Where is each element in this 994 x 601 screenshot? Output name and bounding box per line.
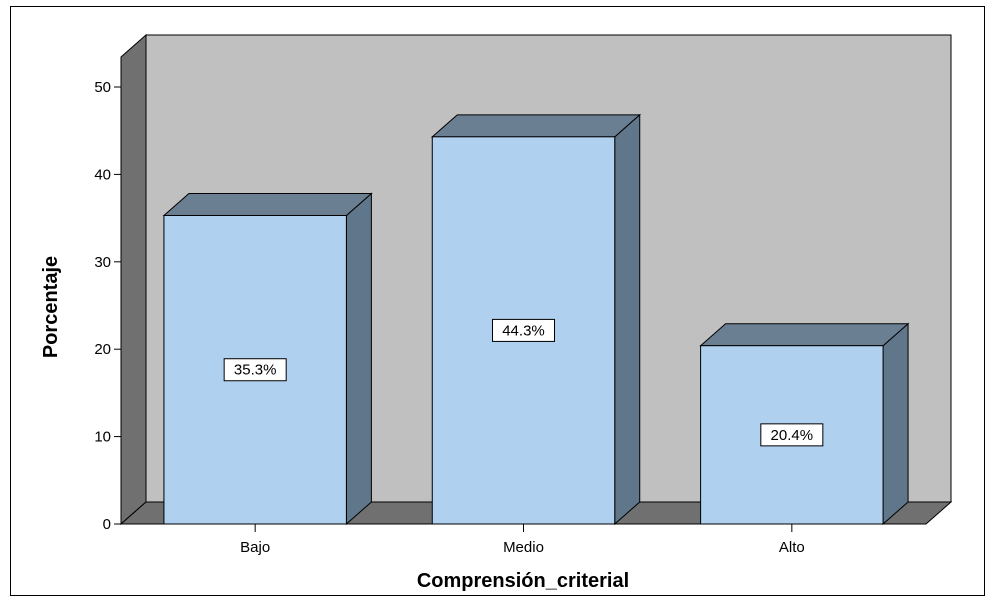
y-axis: 0 10 20 30 40 50: [94, 57, 122, 533]
bar-side: [345, 192, 372, 526]
bar-side: [614, 113, 641, 526]
x-axis: Bajo Medio Alto: [240, 524, 805, 556]
y-tick-label: 40: [94, 166, 111, 183]
data-label: 44.3%: [502, 322, 545, 339]
y-tick-label: 10: [94, 429, 111, 446]
y-tick-label: 0: [103, 516, 111, 533]
y-tick-label: 20: [94, 341, 111, 358]
x-tick-label: Alto: [779, 539, 805, 556]
bars: 35.3% 44.3% 20.4%: [162, 113, 910, 526]
data-label-box: [223, 358, 287, 382]
data-label: 35.3%: [234, 362, 277, 379]
x-tick-label: Bajo: [240, 539, 270, 556]
bar: 20.4%: [699, 322, 910, 526]
bar-top: [162, 192, 373, 216]
data-label-box: [760, 423, 824, 447]
bar: 35.3%: [162, 192, 373, 526]
bar-side: [882, 322, 909, 526]
bar-top: [699, 323, 910, 347]
bar-chart: 0 10 20 30 40 50 35.3% 44.3% 20.4% Bajo Medio Alt…: [40, 33, 953, 592]
chart-frame: 0 10 20 30 40 50 35.3% 44.3% 20.4% Bajo Medio Alt…: [10, 6, 985, 596]
bar-top: [430, 114, 642, 138]
data-label: 20.4%: [771, 427, 814, 444]
bar: 44.3%: [430, 113, 642, 526]
y-axis-title: Porcentaje: [40, 256, 62, 358]
x-tick-label: Medio: [503, 539, 544, 556]
y-tick-label: 30: [94, 254, 111, 271]
left-wall: [120, 33, 147, 526]
data-label-box: [492, 318, 555, 342]
y-tick-label: 50: [94, 79, 111, 96]
x-axis-title: Comprensión_criterial: [417, 570, 629, 592]
